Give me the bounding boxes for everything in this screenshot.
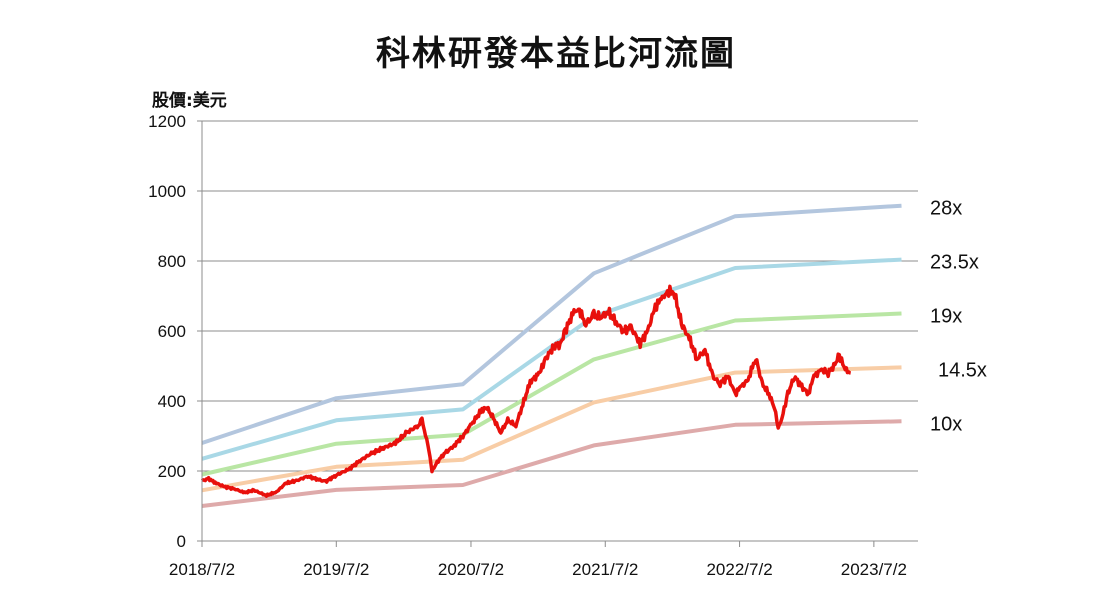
axes: [197, 120, 918, 547]
band-label-28x: 28x: [930, 198, 962, 220]
x-tick-labels: 2018/7/2 2019/7/2 2020/7/2 2021/7/2 2022/7/2…: [169, 560, 907, 579]
band-line-14_5x: [201, 365, 902, 493]
band-label-14_5x: 14.5x: [938, 359, 987, 381]
y-axis-unit-label: 股價:美元: [152, 91, 227, 111]
band-line-10x: [201, 419, 902, 508]
band-line-28x: [201, 203, 902, 445]
x-tick-label: 2021/7/2: [572, 560, 638, 579]
price-line: [200, 284, 852, 498]
y-tick-label: 400: [158, 392, 186, 411]
y-tick-label: 200: [158, 462, 186, 481]
x-tick-label: 2020/7/2: [438, 560, 504, 579]
x-tick-label: 2022/7/2: [706, 560, 772, 579]
x-tick-label: 2019/7/2: [303, 560, 369, 579]
y-tick-label: 1000: [148, 182, 186, 201]
band-label-23_5x: 23.5x: [930, 252, 979, 274]
band-label-10x: 10x: [930, 413, 962, 435]
band-labels: 28x 23.5x 19x 14.5x 10x: [930, 198, 987, 436]
gridlines: [202, 120, 918, 472]
band-line-19x: [201, 311, 902, 477]
band-label-19x: 19x: [930, 306, 962, 328]
y-tick-label: 0: [177, 532, 186, 551]
y-tick-label: 1200: [148, 112, 186, 131]
pe-bands: [201, 203, 902, 508]
band-line-23_5x: [201, 257, 902, 461]
price-series: [200, 284, 852, 498]
y-tick-label: 800: [158, 252, 186, 271]
chart-title: 科林研發本益比河流圖: [376, 34, 736, 74]
x-tick-label: 2018/7/2: [169, 560, 235, 579]
x-tick-label: 2023/7/2: [841, 560, 907, 579]
y-tick-label: 600: [158, 322, 186, 341]
y-tick-labels: 0 200 400 600 800 1000 1200: [148, 112, 186, 551]
